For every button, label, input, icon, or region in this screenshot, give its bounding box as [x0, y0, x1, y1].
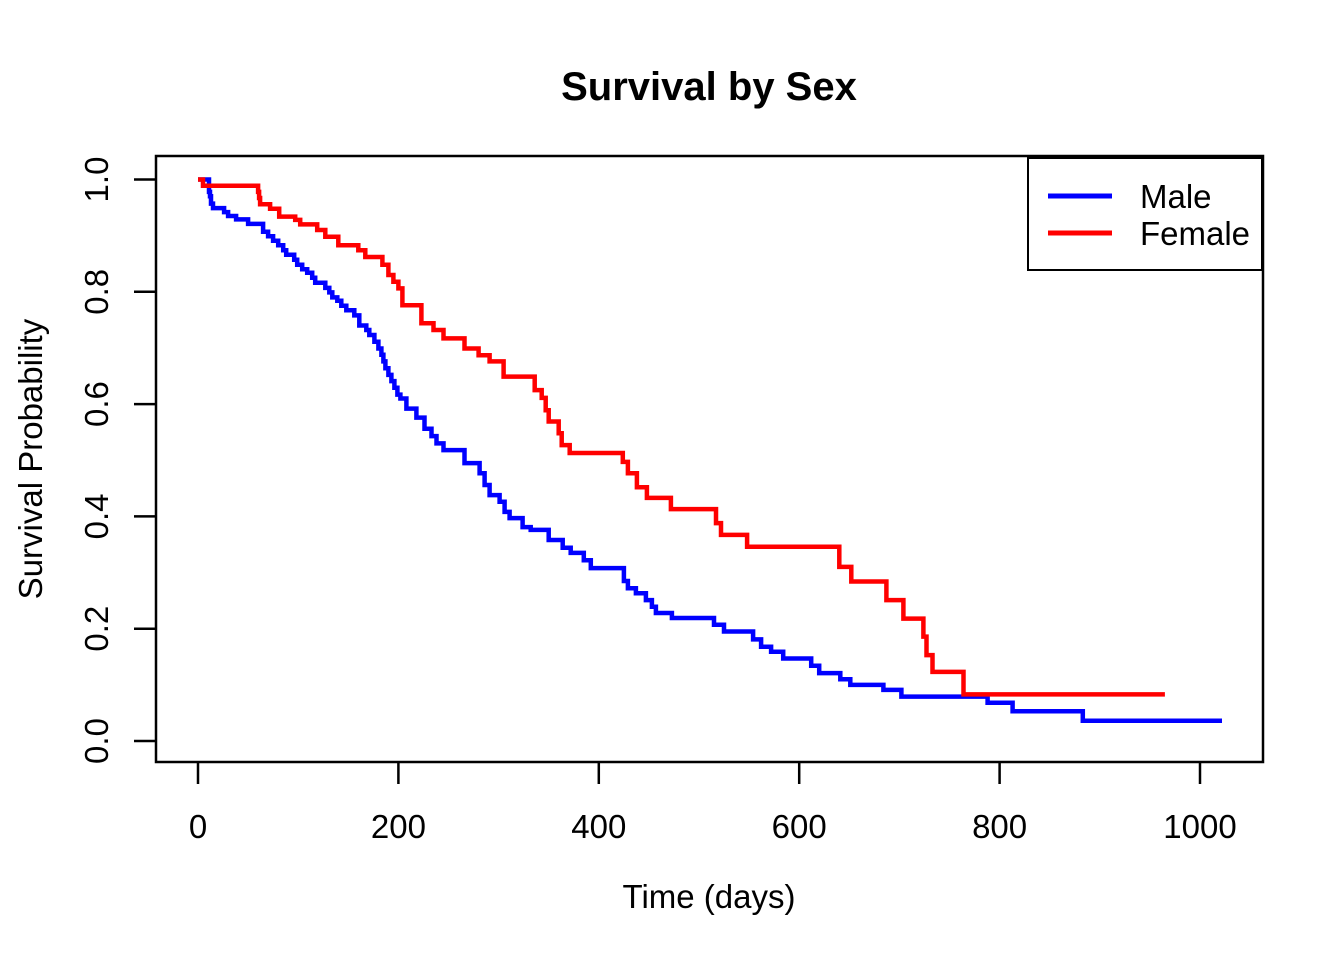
- y-tick-label: 0.6: [78, 381, 115, 427]
- x-tick-label: 1000: [1163, 808, 1236, 845]
- y-tick-label: 0.8: [78, 269, 115, 315]
- x-axis-title: Time (days): [623, 878, 796, 915]
- y-axis-ticks: 0.0 0.2 0.4 0.6 0.8 1.0: [78, 157, 156, 764]
- x-tick-label: 0: [189, 808, 207, 845]
- legend-male-label: Male: [1140, 178, 1212, 215]
- plot-frame: [154, 154, 1265, 764]
- chart-title: Survival by Sex: [561, 65, 857, 109]
- x-axis-ticks: 0 200 400 600 800 1000: [189, 762, 1237, 845]
- y-tick-label: 0.0: [78, 718, 115, 764]
- survival-curves: [198, 177, 1222, 724]
- y-tick-label: 0.4: [78, 493, 115, 539]
- x-tick-label: 200: [371, 808, 426, 845]
- male-curve: [198, 177, 1222, 724]
- x-tick-label: 800: [972, 808, 1027, 845]
- y-axis-title: Survival Probability: [12, 318, 49, 599]
- y-tick-label: 0.2: [78, 606, 115, 652]
- legend-female-label: Female: [1140, 215, 1250, 252]
- legend: Male Female: [1027, 157, 1263, 271]
- x-tick-label: 400: [571, 808, 626, 845]
- x-tick-label: 600: [772, 808, 827, 845]
- female-curve: [198, 177, 1165, 697]
- legend-box: [1027, 157, 1263, 271]
- y-tick-label: 1.0: [78, 157, 115, 203]
